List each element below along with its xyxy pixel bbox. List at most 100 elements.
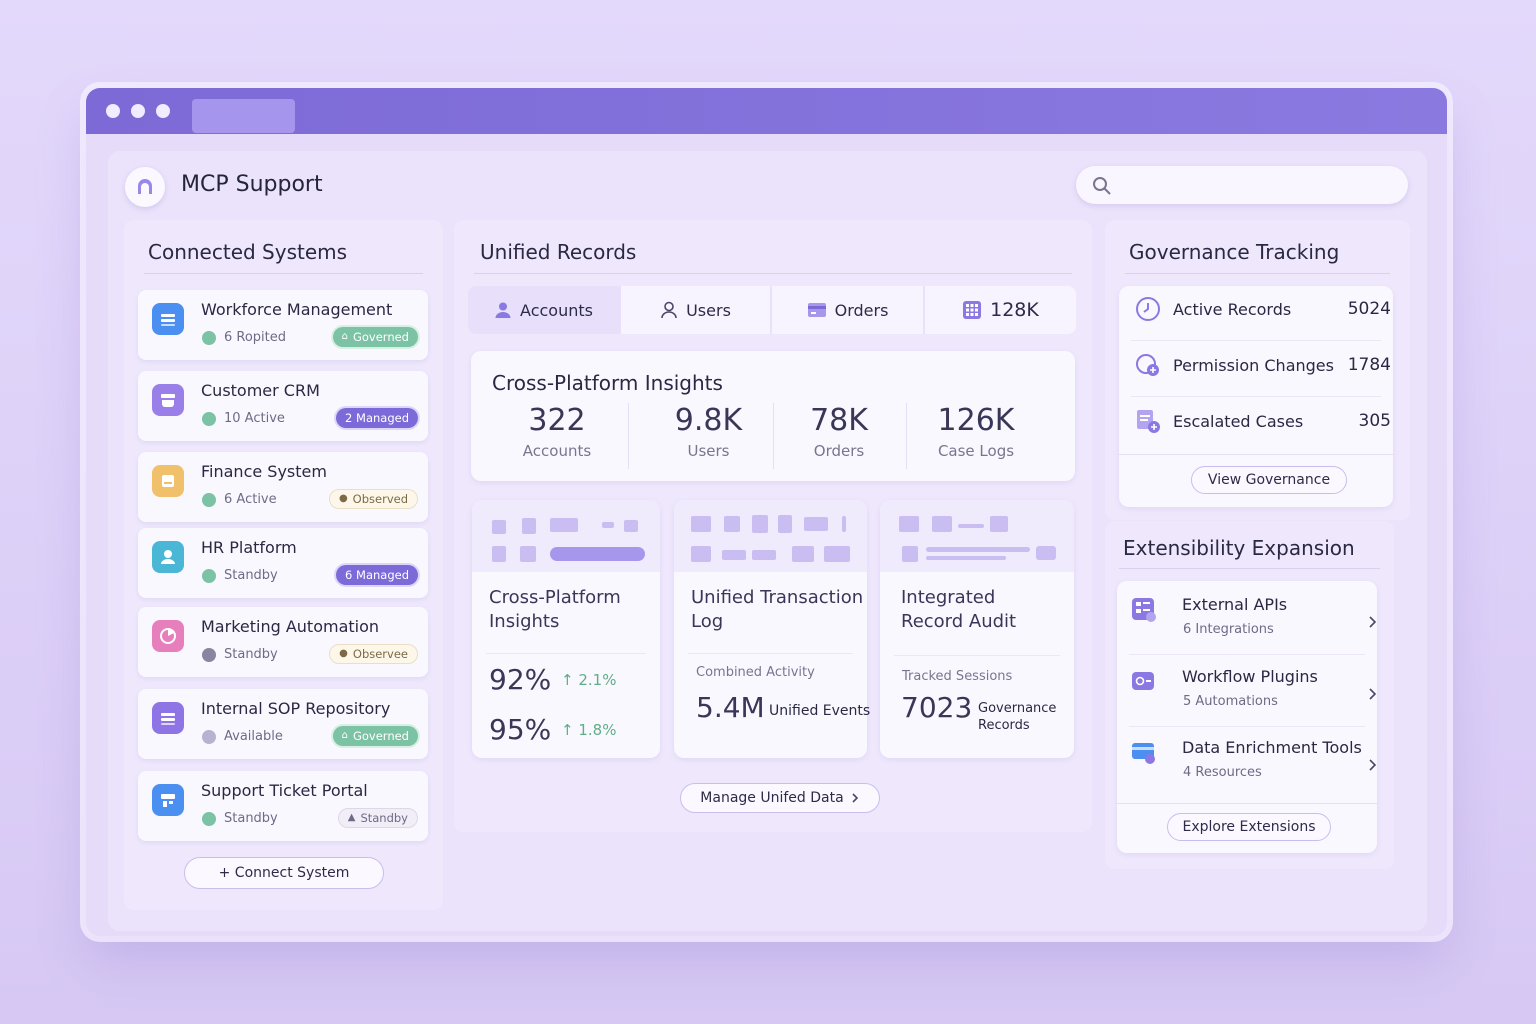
inbox-icon (152, 384, 184, 416)
app-container: MCP Support Connected Systems Workforce … (108, 151, 1427, 931)
explore-extensions-button[interactable]: Explore Extensions (1167, 813, 1331, 841)
system-status: Available (202, 729, 283, 744)
system-status: 6 Active (202, 492, 277, 507)
unified-records-panel: Unified Records Accounts Users Orders (454, 220, 1092, 832)
search-icon (1093, 177, 1111, 195)
tab-accounts[interactable]: Accounts (468, 286, 619, 334)
mini-card-icons (880, 500, 1074, 572)
governance-row-escalated-cases[interactable]: Escalated Cases 305 (1135, 408, 1391, 438)
case-plus-icon (1137, 410, 1160, 433)
badge-icon: ▲ (347, 812, 356, 823)
status-badge: ⌂ Governed (332, 726, 418, 746)
status-badge: 2 Managed (336, 408, 418, 428)
search-input[interactable] (1076, 166, 1408, 204)
extensibility-panel: Extensibility Expansion External APIs 6 I… (1105, 521, 1394, 869)
window-minimize-dot[interactable] (131, 104, 145, 118)
browser-window: MCP Support Connected Systems Workforce … (86, 88, 1447, 936)
governance-card: Active Records 5024 Permission Changes 178… (1119, 286, 1393, 507)
cross-platform-insights-mini-card[interactable]: Cross-Platform Insights 92% ↑ 2.1% 95% ↑… (472, 500, 660, 758)
user-outline-icon (661, 301, 677, 319)
tab-label: 128K (990, 299, 1039, 321)
clock-icon (1136, 297, 1160, 321)
view-governance-button[interactable]: View Governance (1191, 466, 1347, 494)
governance-row-permission-changes[interactable]: Permission Changes 1784 (1135, 352, 1391, 382)
insight-percent-2: 95% (489, 713, 552, 746)
extensibility-card: External APIs 6 Integrations Workflow Plu… (1117, 581, 1377, 853)
chevron-right-icon (1369, 688, 1377, 700)
ticket-icon (152, 784, 184, 816)
status-badge: 6 Managed (336, 565, 418, 585)
badge-icon: ● (339, 648, 348, 659)
combined-activity-value: 5.4M (696, 691, 765, 724)
system-name: Finance System (201, 462, 327, 481)
system-card[interactable]: Internal SOP Repository Available ⌂ Governe… (138, 689, 428, 759)
record-tabs: Accounts Users Orders 128K (468, 286, 1076, 334)
cross-platform-insights-card: Cross-Platform Insights 322 Accounts 9.8K… (471, 351, 1075, 481)
metric-orders: 78K Orders (810, 403, 868, 460)
tab-label: Users (686, 300, 731, 320)
status-badge: ● Observed (328, 489, 418, 509)
mini-card-title: Unified Transaction Log (691, 587, 864, 632)
chevron-right-icon (852, 793, 858, 803)
tab-total-records[interactable]: 128K (925, 286, 1076, 334)
mini-card-icons (472, 500, 660, 572)
system-status: 10 Active (202, 411, 285, 426)
user-filled-icon (495, 302, 511, 318)
connect-system-button[interactable]: + Connect System (184, 857, 384, 889)
badge-icon: ⌂ (341, 730, 348, 741)
status-check-icon (202, 411, 216, 426)
tracked-sessions-value: 7023 (901, 691, 973, 724)
system-card[interactable]: Support Ticket Portal Standby ▲ Standby (138, 771, 428, 841)
extension-row-workflow-plugins[interactable]: Workflow Plugins 5 Automations (1129, 661, 1377, 731)
extension-row-external-apis[interactable]: External APIs 6 Integrations (1129, 589, 1377, 659)
tab-users[interactable]: Users (621, 286, 770, 334)
combined-activity-unit: Unified Events (769, 703, 871, 719)
window-maximize-dot[interactable] (156, 104, 170, 118)
user-icon (152, 541, 184, 573)
governance-row-active-records[interactable]: Active Records 5024 (1135, 296, 1391, 326)
tab-orders[interactable]: Orders (772, 286, 923, 334)
unified-transaction-log-card[interactable]: Unified Transaction Log Combined Activit… (674, 500, 871, 758)
unified-records-title: Unified Records (480, 240, 637, 264)
browser-tab[interactable] (192, 99, 295, 133)
mini-card-subtitle: Tracked Sessions (902, 669, 1013, 684)
app-logo-icon (125, 167, 165, 207)
manage-unified-data-label: Manage Unifed Data (700, 790, 844, 806)
governance-title: Governance Tracking (1129, 240, 1340, 264)
metric-accounts: 322 Accounts (522, 403, 592, 460)
system-card[interactable]: Finance System 6 Active ● Observed (138, 452, 428, 522)
metric-users: 9.8K Users (674, 403, 743, 460)
tools-icon (1132, 743, 1155, 764)
chart-pie-icon (152, 620, 184, 652)
insight-delta-2: ↑ 1.8% (561, 721, 617, 739)
system-name: HR Platform (201, 538, 297, 557)
status-check-icon (202, 729, 216, 744)
window-close-dot[interactable] (106, 104, 120, 118)
system-card[interactable]: Marketing Automation Standby ● Observee (138, 607, 428, 677)
window-titlebar (86, 88, 1447, 134)
plugin-icon (1132, 672, 1154, 690)
badge-icon: ⌂ (341, 331, 348, 342)
status-check-icon (202, 492, 216, 507)
integrated-record-audit-card[interactable]: Integrated Record Audit Tracked Sessions… (880, 500, 1074, 758)
status-check-icon (202, 330, 216, 345)
extension-row-data-enrichment-tools[interactable]: Data Enrichment Tools 4 Resources (1129, 732, 1377, 802)
list-icon (152, 303, 184, 335)
card-icon (807, 303, 826, 317)
system-card[interactable]: Customer CRM 10 Active 2 Managed (138, 371, 428, 441)
tab-label: Accounts (520, 300, 593, 320)
chevron-right-icon (1369, 759, 1377, 771)
mini-card-title: Cross-Platform Insights (489, 587, 621, 632)
document-icon (152, 465, 184, 497)
system-name: Internal SOP Repository (201, 699, 391, 718)
system-name: Marketing Automation (201, 617, 380, 636)
system-name: Workforce Management (201, 300, 393, 319)
manage-unified-data-button[interactable]: Manage Unifed Data (680, 783, 880, 813)
governance-tracking-panel: Governance Tracking Active Records 5024 P… (1105, 220, 1410, 520)
grid-icon (963, 301, 982, 319)
chevron-right-icon (1369, 616, 1377, 628)
system-card[interactable]: HR Platform Standby 6 Managed (138, 528, 428, 598)
system-status: Standby (202, 811, 278, 826)
system-card[interactable]: Workforce Management 6 Ropited ⌂ Governed (138, 290, 428, 360)
tracked-sessions-unit: Governance Records (978, 701, 1057, 733)
